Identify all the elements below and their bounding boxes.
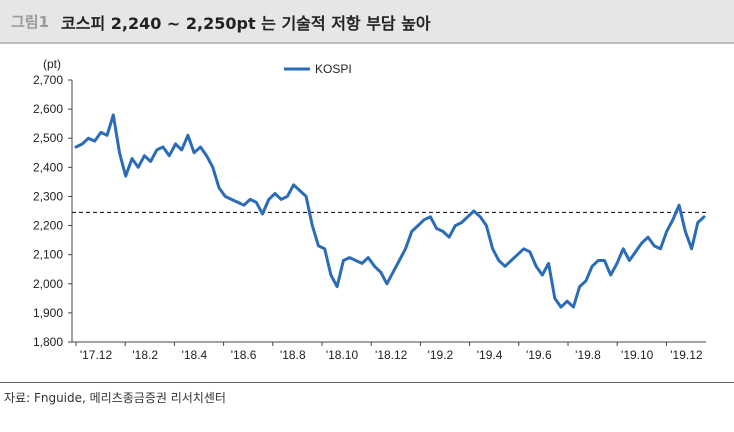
y-tick-label: 2,200: [33, 219, 63, 233]
x-tick-label: '18.4: [182, 348, 208, 362]
x-tick-label: '18.2: [132, 348, 158, 362]
y-axis-unit: (pt): [43, 57, 61, 71]
x-tick-label: '18.8: [280, 348, 306, 362]
figure-title: 코스피 2,240 ~ 2,250pt 는 기술적 저항 부담 높아: [61, 14, 431, 33]
figure-number: 그림1: [11, 13, 50, 31]
x-tick-label: '19.10: [621, 348, 654, 362]
kospi-line-chart: (pt) 1,800 1,900 2,000 2,100 2,200 2,300 2,400 2…: [33, 57, 706, 362]
x-tick-label: '19.8: [575, 348, 601, 362]
legend: KOSPI: [284, 62, 352, 76]
axes: (pt) 1,800 1,900 2,000 2,100 2,200 2,300 2,400 2…: [33, 57, 706, 362]
y-tick-label: 2,500: [33, 131, 63, 145]
kospi-series-line: [74, 113, 706, 309]
y-tick-label: 2,300: [33, 189, 63, 203]
y-tick-label: 2,700: [33, 73, 63, 87]
x-tick-label: '19.4: [477, 348, 503, 362]
legend-label-kospi: KOSPI: [315, 62, 352, 76]
y-tick-label: 2,000: [33, 277, 63, 291]
x-tick-label: '18.12: [375, 348, 408, 362]
source-note: 자료: Fnguide, 메리츠종금증권 리서치센터: [4, 391, 226, 405]
header-divider: [0, 42, 734, 44]
y-tick-label: 2,600: [33, 102, 63, 116]
y-tick-label: 1,900: [33, 306, 63, 320]
series-layer: [74, 113, 706, 309]
footer-divider: [0, 382, 734, 383]
x-tick-label: '18.10: [326, 348, 359, 362]
x-tick-label: '18.6: [231, 348, 257, 362]
y-tick-label: 2,400: [33, 160, 63, 174]
y-tick-label: 2,100: [33, 248, 63, 262]
x-tick-label: '19.12: [670, 348, 703, 362]
x-tick-label: '19.6: [526, 348, 552, 362]
x-tick-label: '19.2: [428, 348, 454, 362]
figure-header: [0, 0, 734, 42]
y-tick-label: 1,800: [33, 335, 63, 349]
x-tick-label: '17.12: [80, 348, 113, 362]
